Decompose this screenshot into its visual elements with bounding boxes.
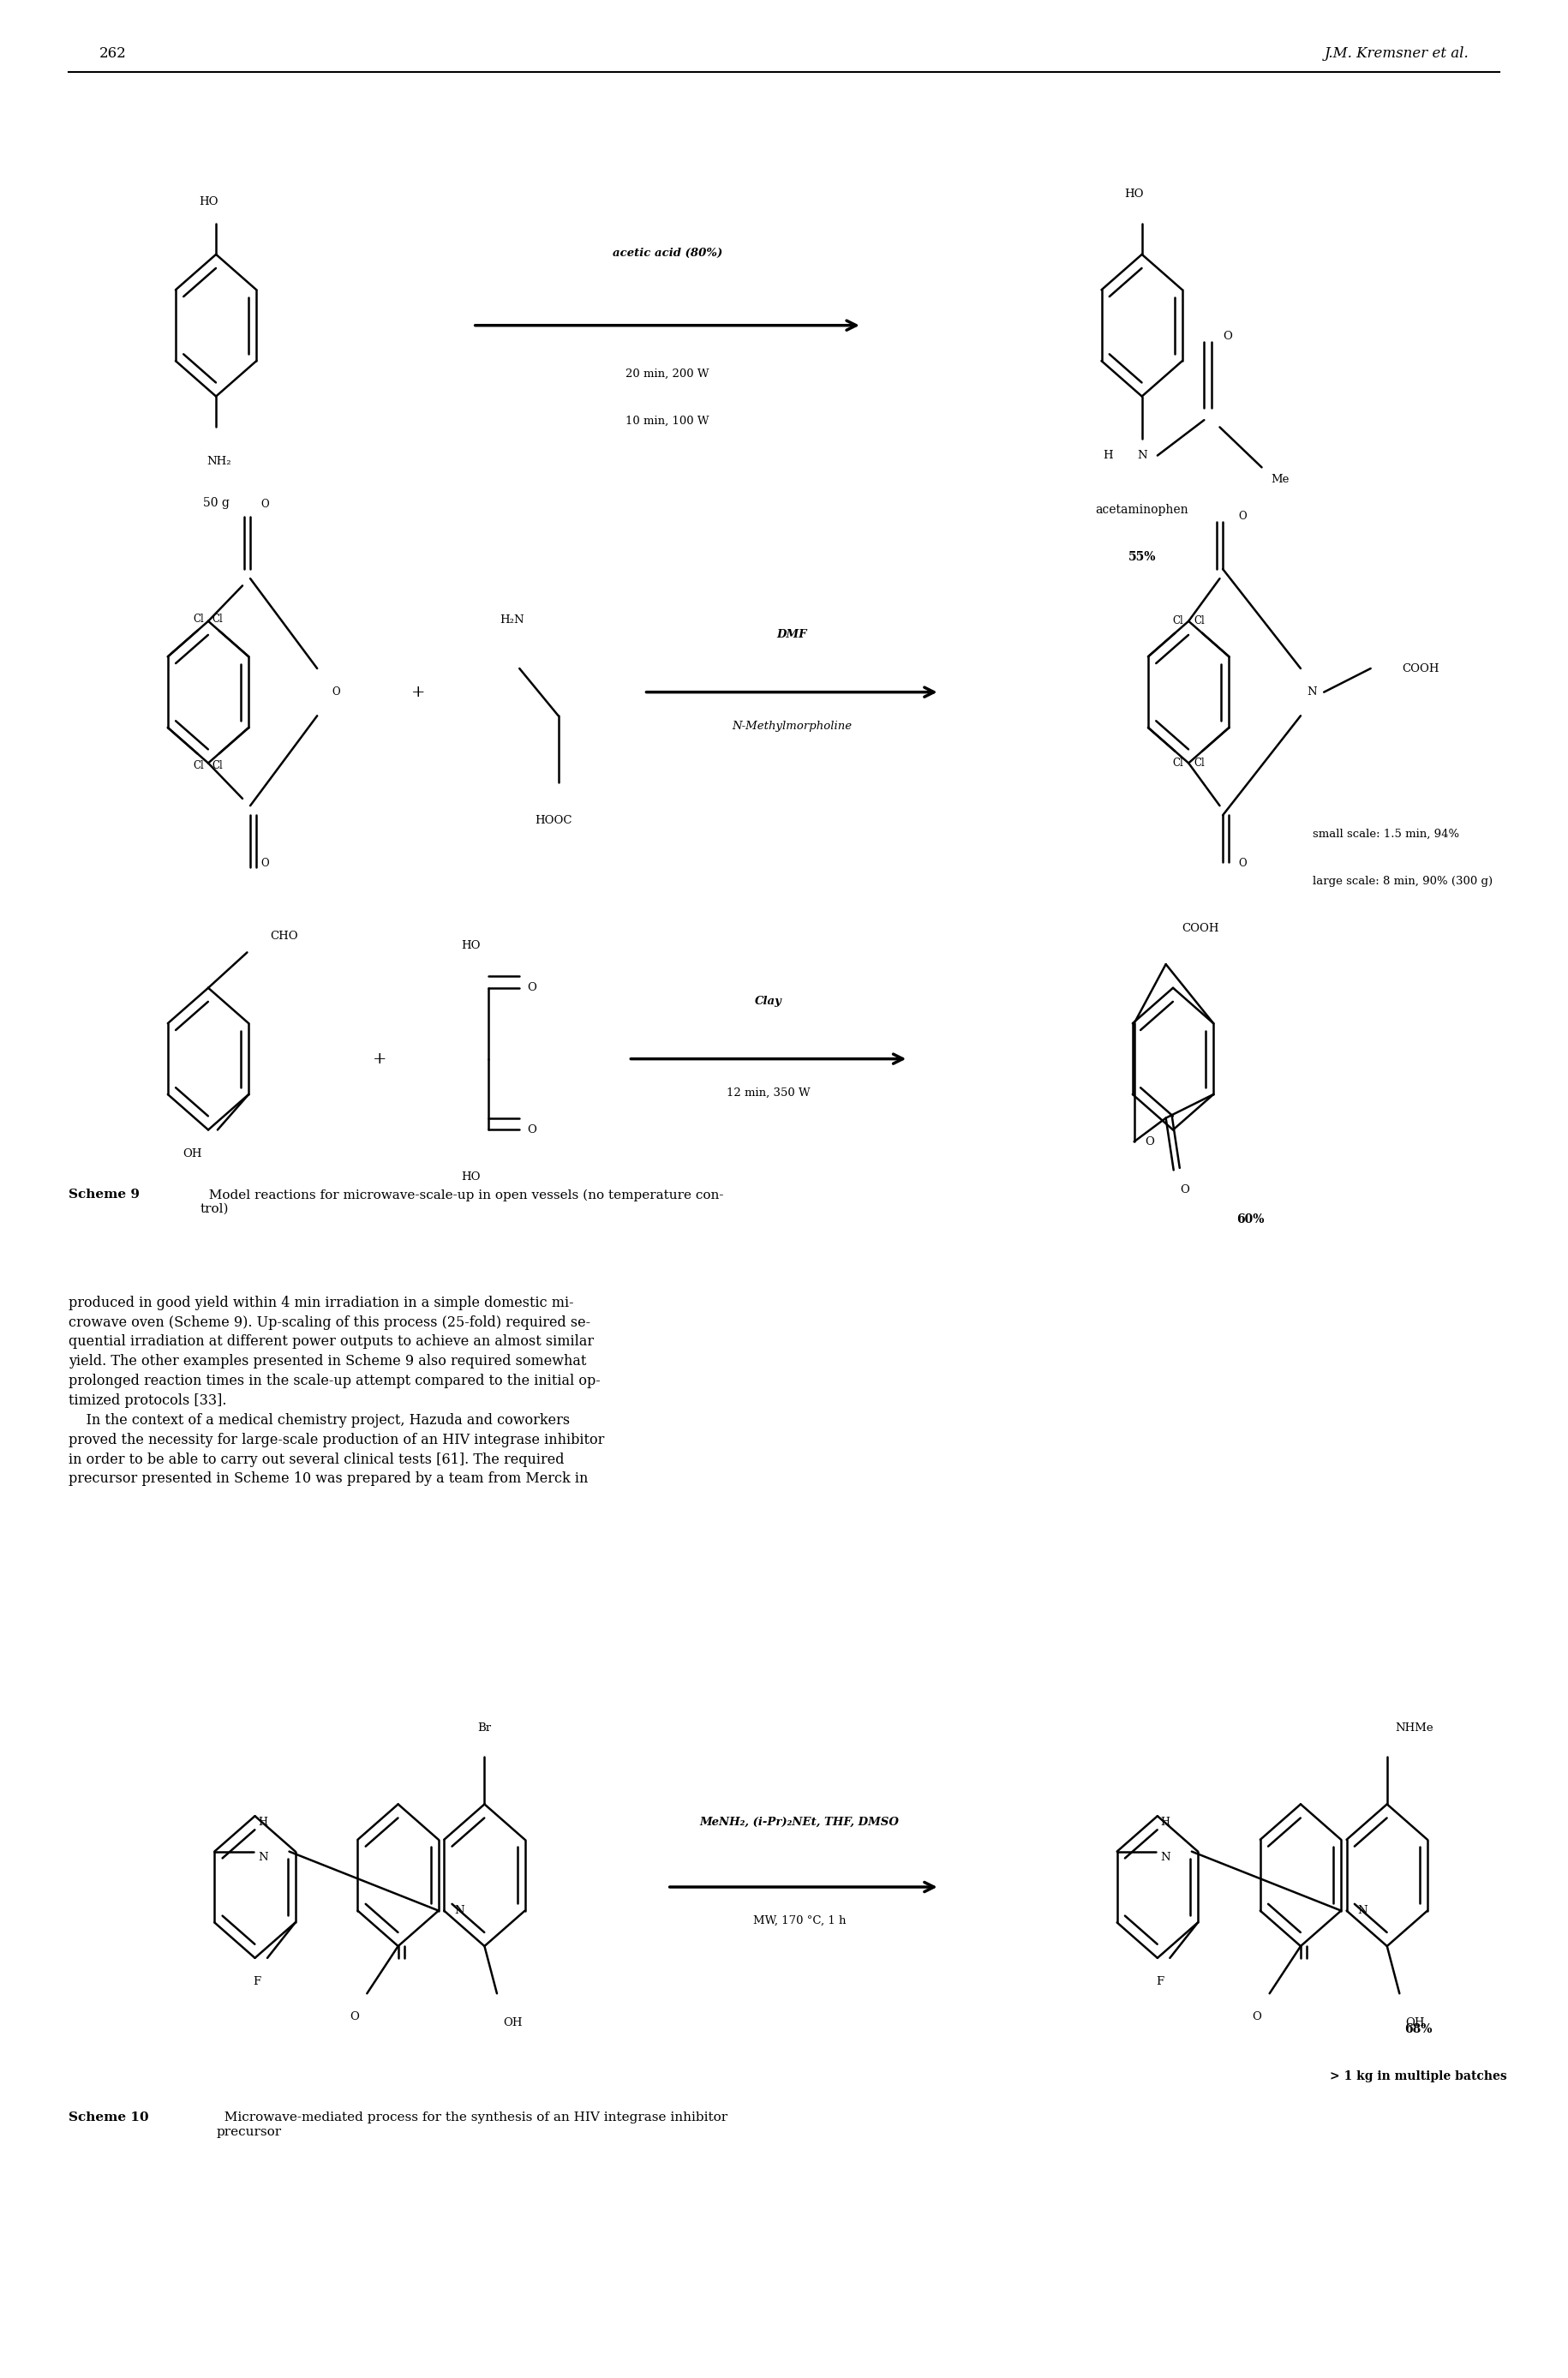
Text: COOH: COOH xyxy=(1181,923,1218,935)
Text: Cl: Cl xyxy=(1173,759,1184,768)
Text: 262: 262 xyxy=(99,45,127,59)
Text: Model reactions for microwave-scale-up in open vessels (no temperature con-
trol: Model reactions for microwave-scale-up i… xyxy=(201,1189,723,1215)
Text: N: N xyxy=(455,1905,464,1917)
Text: H: H xyxy=(1102,449,1113,461)
Text: N: N xyxy=(1358,1905,1367,1917)
Text: 60%: 60% xyxy=(1237,1213,1265,1225)
Text: Br: Br xyxy=(478,1722,491,1734)
Text: OH: OH xyxy=(1405,2017,1425,2028)
Text: Cl: Cl xyxy=(1173,616,1184,628)
Text: N: N xyxy=(1160,1852,1171,1862)
Text: O: O xyxy=(1145,1137,1154,1146)
Text: acetaminophen: acetaminophen xyxy=(1096,504,1189,516)
Text: O: O xyxy=(332,687,340,697)
Text: HO: HO xyxy=(1124,188,1143,200)
Text: Clay: Clay xyxy=(754,996,782,1006)
Text: Cl: Cl xyxy=(212,761,223,770)
Text: HO: HO xyxy=(461,939,480,951)
Text: Cl: Cl xyxy=(193,614,204,625)
Text: H: H xyxy=(1160,1817,1170,1829)
Text: HOOC: HOOC xyxy=(535,816,572,825)
Text: N: N xyxy=(1137,449,1146,461)
Text: 68%: 68% xyxy=(1405,2024,1432,2036)
Text: 55%: 55% xyxy=(1127,552,1156,564)
Text: produced in good yield within 4 min irradiation in a simple domestic mi-
crowave: produced in good yield within 4 min irra… xyxy=(67,1296,604,1486)
Text: DMF: DMF xyxy=(776,628,808,640)
Text: Cl: Cl xyxy=(212,614,223,625)
Text: OH: OH xyxy=(503,2017,522,2028)
Text: Cl: Cl xyxy=(1193,616,1204,628)
Text: F: F xyxy=(254,1976,262,1988)
Text: MW, 170 °C, 1 h: MW, 170 °C, 1 h xyxy=(753,1914,847,1926)
Text: 10 min, 100 W: 10 min, 100 W xyxy=(626,416,709,426)
Text: O: O xyxy=(1239,511,1247,521)
Text: Scheme 10: Scheme 10 xyxy=(67,2112,149,2124)
Text: 12 min, 350 W: 12 min, 350 W xyxy=(726,1087,811,1099)
Text: COOH: COOH xyxy=(1402,663,1439,673)
Text: large scale: 8 min, 90% (300 g): large scale: 8 min, 90% (300 g) xyxy=(1312,875,1493,887)
Text: +: + xyxy=(372,1051,386,1068)
Text: F: F xyxy=(1156,1976,1163,1988)
Text: Me: Me xyxy=(1272,473,1289,485)
Text: > 1 kg in multiple batches: > 1 kg in multiple batches xyxy=(1330,2071,1507,2083)
Text: O: O xyxy=(1179,1184,1189,1196)
Text: Scheme 9: Scheme 9 xyxy=(67,1189,140,1201)
Text: O: O xyxy=(1253,2012,1262,2024)
Text: O: O xyxy=(1223,331,1232,342)
Text: CHO: CHO xyxy=(271,930,298,942)
Text: MeNH₂, (i-Pr)₂NEt, THF, DMSO: MeNH₂, (i-Pr)₂NEt, THF, DMSO xyxy=(699,1817,900,1829)
Text: NHMe: NHMe xyxy=(1396,1722,1433,1734)
Text: Cl: Cl xyxy=(1193,759,1204,768)
Text: N-Methylmorpholine: N-Methylmorpholine xyxy=(732,721,851,732)
Text: O: O xyxy=(262,858,270,868)
Text: 20 min, 200 W: 20 min, 200 W xyxy=(626,369,709,378)
Text: NH₂: NH₂ xyxy=(207,457,232,466)
Text: small scale: 1.5 min, 94%: small scale: 1.5 min, 94% xyxy=(1312,828,1460,839)
Text: N: N xyxy=(259,1852,268,1862)
Text: N: N xyxy=(1306,687,1317,697)
Text: HO: HO xyxy=(199,195,218,207)
Text: OH: OH xyxy=(183,1149,202,1158)
Text: acetic acid (80%): acetic acid (80%) xyxy=(613,247,723,259)
Text: 50 g: 50 g xyxy=(202,497,229,509)
Text: H: H xyxy=(259,1817,268,1829)
Text: +: + xyxy=(411,685,425,699)
Text: O: O xyxy=(262,499,270,509)
Text: Cl: Cl xyxy=(193,761,204,770)
Text: J.M. Kremsner et al.: J.M. Kremsner et al. xyxy=(1323,45,1469,59)
Text: O: O xyxy=(350,2012,359,2024)
Text: O: O xyxy=(527,982,536,994)
Text: O: O xyxy=(527,1125,536,1134)
Text: Microwave-mediated process for the synthesis of an HIV integrase inhibitor
precu: Microwave-mediated process for the synth… xyxy=(216,2112,728,2138)
Text: HO: HO xyxy=(461,1172,480,1182)
Text: H₂N: H₂N xyxy=(500,616,524,625)
Text: O: O xyxy=(1239,858,1247,868)
